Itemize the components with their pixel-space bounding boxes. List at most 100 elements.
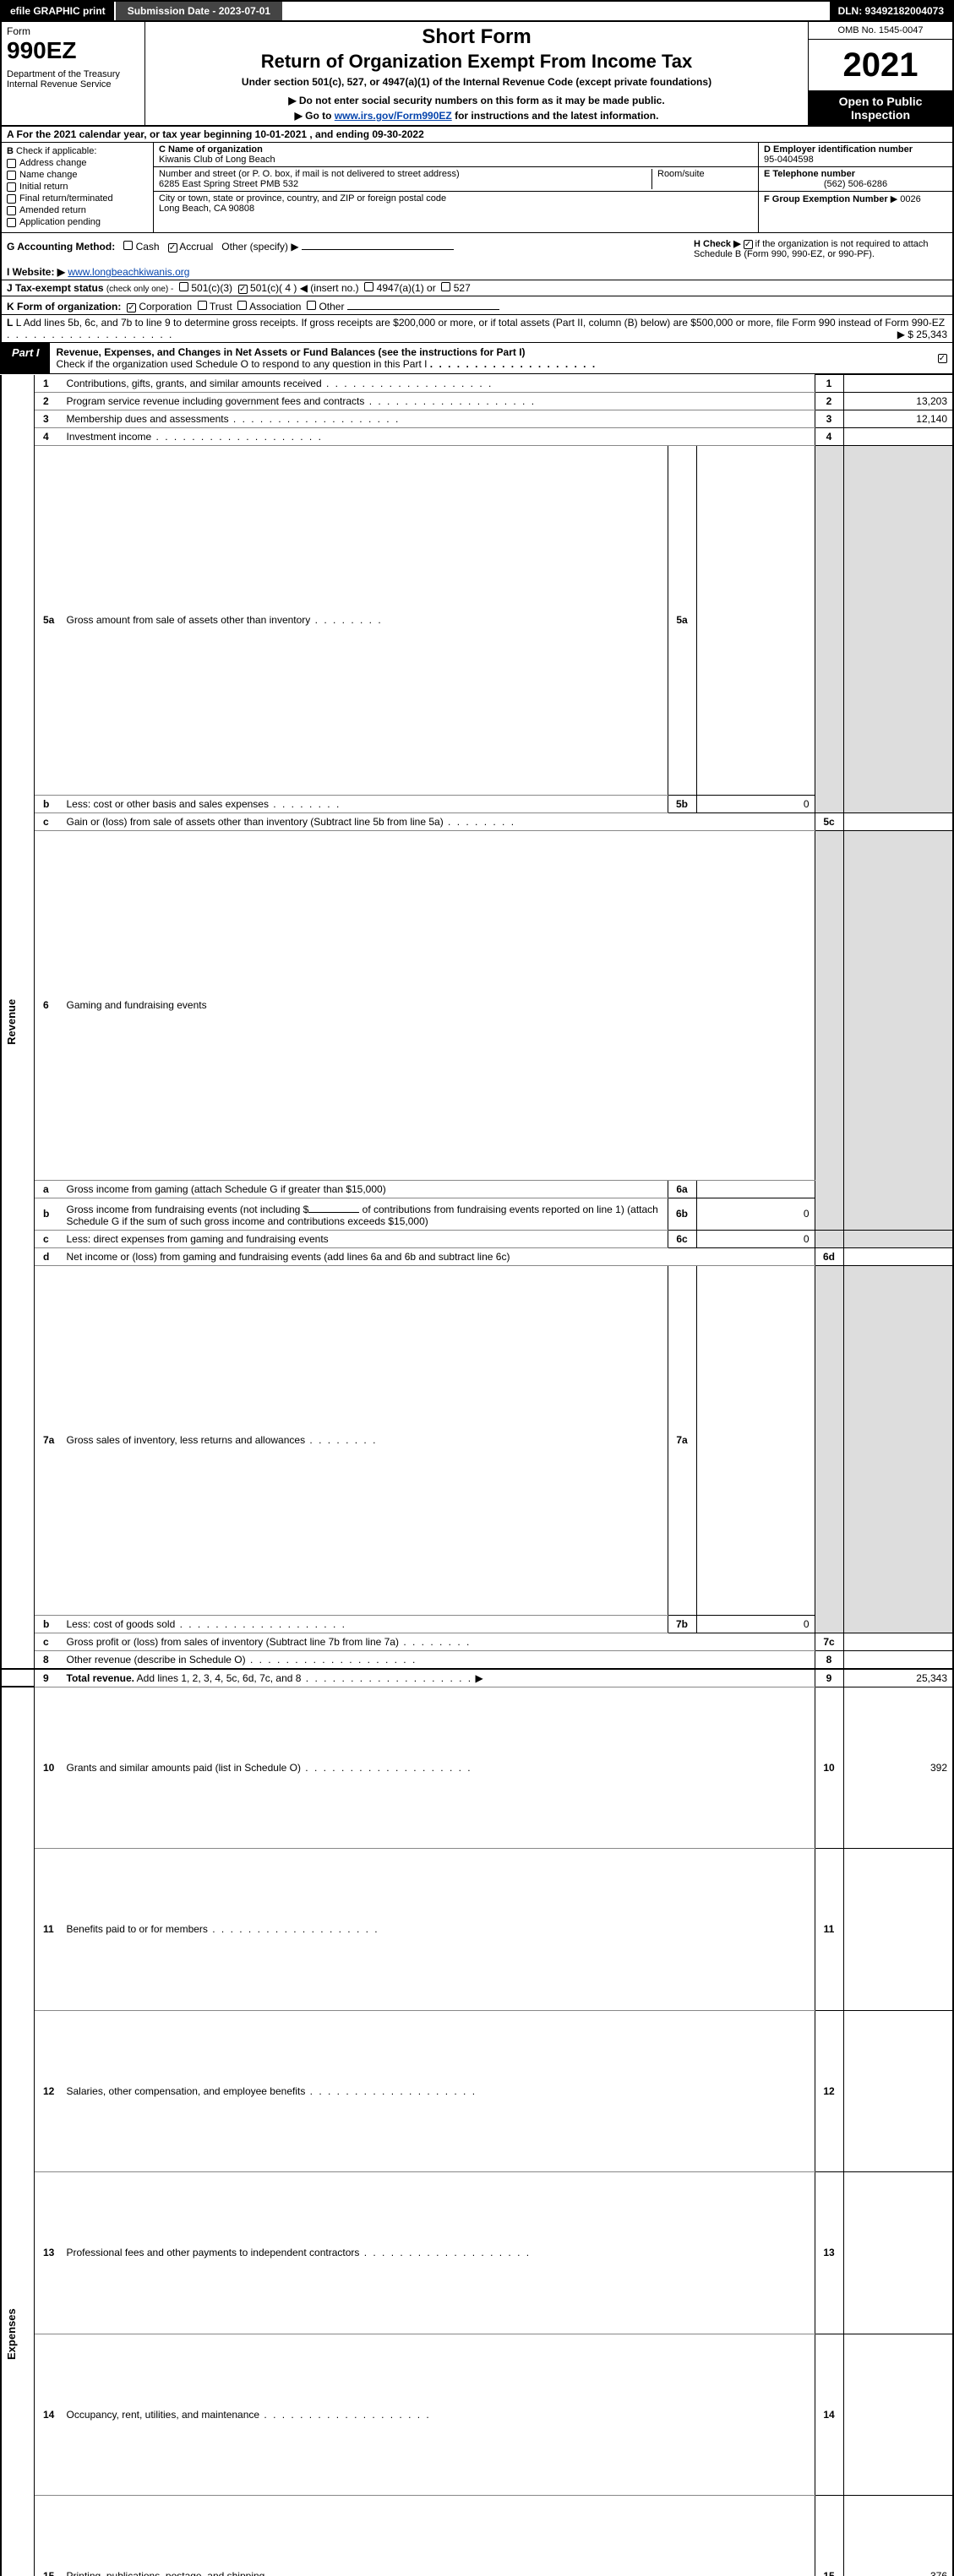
section-a-tax-year: A For the 2021 calendar year, or tax yea… — [0, 127, 954, 143]
l-amount: ▶ $ 25,343 — [897, 329, 947, 340]
cb-schedule-b[interactable] — [744, 240, 753, 249]
section-def: D Employer identification number 95-0404… — [758, 143, 952, 232]
main-title: Return of Organization Exempt From Incom… — [152, 51, 801, 73]
opt-trust: Trust — [210, 301, 232, 312]
cb-cash[interactable] — [123, 241, 133, 250]
line-desc: Net income or (loss) from gaming and fun… — [63, 1247, 815, 1265]
irs-link[interactable]: www.irs.gov/Form990EZ — [335, 110, 452, 122]
accounting-method: G Accounting Method: Cash Accrual Other … — [7, 238, 694, 259]
checkbox-icon — [7, 182, 16, 192]
line-desc: Less: direct expenses from gaming and fu… — [63, 1230, 668, 1247]
line-desc: Total revenue. Add lines 1, 2, 3, 4, 5c,… — [63, 1669, 815, 1687]
grey-box — [815, 830, 843, 1230]
box-value — [843, 2010, 953, 2172]
line-desc: Gaming and fundraising events — [63, 830, 815, 1180]
part-1-checkbox[interactable] — [932, 343, 952, 373]
box-label: 1 — [815, 375, 843, 393]
box-value — [843, 1633, 953, 1650]
inspection-badge: Open to Public Inspection — [809, 91, 952, 125]
cb-501c[interactable] — [238, 285, 248, 294]
sub-box-label: 6c — [668, 1230, 696, 1247]
group-exemption-value: ▶ 0026 — [891, 194, 921, 204]
j-label: J Tax-exempt status — [7, 282, 104, 294]
line-desc: Occupancy, rent, utilities, and maintena… — [63, 2334, 815, 2496]
box-value — [843, 2172, 953, 2334]
other-specify-field[interactable] — [302, 238, 454, 250]
row-j-tax-exempt: J Tax-exempt status (check only one) - 5… — [0, 280, 954, 296]
org-name-label: C Name of organization — [159, 144, 275, 155]
cb-application-pending[interactable]: Application pending — [7, 217, 148, 227]
grey-box — [815, 446, 843, 813]
section-b-checkboxes: B Check if applicable: Address change Na… — [2, 143, 154, 232]
checkbox-icon — [7, 171, 16, 180]
box-value — [843, 812, 953, 830]
street-row: Number and street (or P. O. box, if mail… — [154, 167, 758, 192]
box-value — [843, 1247, 953, 1265]
line-6b: b Gross income from fundraising events (… — [1, 1198, 953, 1230]
cb-initial-return[interactable]: Initial return — [7, 182, 148, 192]
ssn-warning: ▶ Do not enter social security numbers o… — [152, 95, 801, 106]
line-12: 12 Salaries, other compensation, and emp… — [1, 2010, 953, 2172]
dots — [7, 329, 173, 340]
line-num: 15 — [35, 2496, 63, 2576]
org-name-row: C Name of organization Kiwanis Club of L… — [154, 143, 758, 167]
cb-4947[interactable] — [364, 282, 373, 291]
line-6c: c Less: direct expenses from gaming and … — [1, 1230, 953, 1247]
line-desc: Gross profit or (loss) from sales of inv… — [63, 1633, 815, 1650]
website-link[interactable]: www.longbeachkiwanis.org — [68, 266, 189, 278]
cb-corporation[interactable] — [127, 303, 136, 312]
cb-label: Application pending — [19, 217, 101, 227]
sub-box-value: 0 — [696, 1198, 815, 1230]
city-row: City or town, state or province, country… — [154, 192, 758, 215]
part-1-tab: Part I — [2, 343, 50, 373]
line-num: 6 — [35, 830, 63, 1180]
opt-4947: 4947(a)(1) or — [377, 282, 436, 294]
cb-name-change[interactable]: Name change — [7, 170, 148, 180]
row-l-gross-receipts: L L Add lines 5b, 6c, and 7b to line 9 t… — [0, 314, 954, 343]
line-desc: Gross income from gaming (attach Schedul… — [63, 1180, 668, 1198]
line-7a: 7a Gross sales of inventory, less return… — [1, 1265, 953, 1615]
sub-box-value — [696, 1180, 815, 1198]
opt-501c3: 501(c)(3) — [191, 282, 232, 294]
blank-field[interactable] — [308, 1201, 359, 1213]
cb-501c3[interactable] — [179, 282, 188, 291]
cb-amended-return[interactable]: Amended return — [7, 205, 148, 215]
line-num: 10 — [35, 1687, 63, 1849]
cb-address-change[interactable]: Address change — [7, 158, 148, 168]
cb-label: Initial return — [19, 182, 68, 192]
cb-other-org[interactable] — [307, 301, 316, 310]
line-2: 2 Program service revenue including gove… — [1, 393, 953, 410]
part-1-table: Revenue 1 Contributions, gifts, grants, … — [0, 374, 954, 2576]
line-desc: Contributions, gifts, grants, and simila… — [63, 375, 815, 393]
cb-association[interactable] — [237, 301, 247, 310]
cb-trust[interactable] — [198, 301, 207, 310]
line-14: 14 Occupancy, rent, utilities, and maint… — [1, 2334, 953, 2496]
cb-label: Address change — [19, 158, 87, 168]
line-num: 3 — [35, 410, 63, 428]
cb-final-return[interactable]: Final return/terminated — [7, 193, 148, 204]
short-form-title: Short Form — [152, 25, 801, 49]
efile-print-label[interactable]: efile GRAPHIC print — [2, 2, 114, 20]
other-org-field[interactable] — [347, 298, 499, 310]
grey-box — [843, 1230, 953, 1247]
box-label: 10 — [815, 1687, 843, 1849]
line-num: b — [35, 795, 63, 812]
cb-label: Final return/terminated — [19, 193, 113, 204]
link-suffix: for instructions and the latest informat… — [452, 110, 659, 122]
line-num: b — [35, 1198, 63, 1230]
phone-value: (562) 506-6286 — [764, 179, 947, 189]
dln-label: DLN: 93492182004073 — [830, 2, 952, 20]
cb-accrual[interactable] — [168, 243, 177, 253]
line-desc: Gross amount from sale of assets other t… — [63, 446, 668, 796]
header-right-block: OMB No. 1545-0047 2021 Open to Public In… — [809, 22, 952, 125]
line-desc: Membership dues and assessments — [63, 410, 815, 428]
sub-box-label: 5a — [668, 446, 696, 796]
section-h: H Check ▶ if the organization is not req… — [694, 238, 947, 259]
department-label: Department of the Treasury Internal Reve… — [7, 69, 139, 90]
line-desc: Benefits paid to or for members — [63, 1849, 815, 2011]
line-num: 9 — [35, 1669, 63, 1687]
org-name-value: Kiwanis Club of Long Beach — [159, 155, 275, 165]
row-g-h: G Accounting Method: Cash Accrual Other … — [0, 233, 954, 264]
box-label: 14 — [815, 2334, 843, 2496]
cb-527[interactable] — [441, 282, 450, 291]
